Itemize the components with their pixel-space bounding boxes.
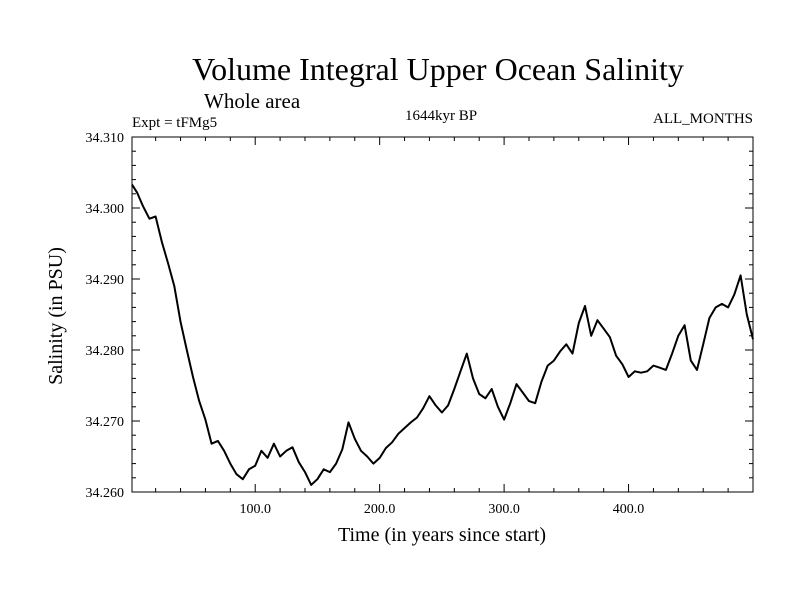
period-label: 1644kyr BP xyxy=(405,108,477,124)
plot-frame xyxy=(131,136,754,493)
y-tick-label: 34.300 xyxy=(86,202,125,217)
experiment-label: Expt = tFMg5 xyxy=(132,115,217,131)
chart-title: Volume Integral Upper Ocean Salinity xyxy=(192,51,684,87)
y-tick-label: 34.280 xyxy=(86,344,125,359)
y-tick-label: 34.260 xyxy=(86,486,125,501)
x-axis-label: Time (in years since start) xyxy=(338,524,546,546)
months-label: ALL_MONTHS xyxy=(653,111,753,127)
x-tick-label: 100.0 xyxy=(239,502,271,517)
x-tick-label: 400.0 xyxy=(613,502,645,517)
y-axis-label: Salinity (in PSU) xyxy=(45,247,67,385)
y-tick-label: 34.290 xyxy=(86,273,125,288)
x-tick-label: 300.0 xyxy=(488,502,520,517)
y-axis: 34.260 34.270 34.280 34.290 34.300 34.310 xyxy=(86,131,753,501)
y-tick-label: 34.270 xyxy=(86,415,125,430)
x-axis: 100.0 200.0 300.0 400.0 xyxy=(155,137,729,517)
salinity-series-line xyxy=(131,184,754,486)
x-tick-label: 200.0 xyxy=(364,502,396,517)
y-tick-label: 34.310 xyxy=(86,131,125,146)
chart-subtitle: Whole area xyxy=(204,89,301,113)
